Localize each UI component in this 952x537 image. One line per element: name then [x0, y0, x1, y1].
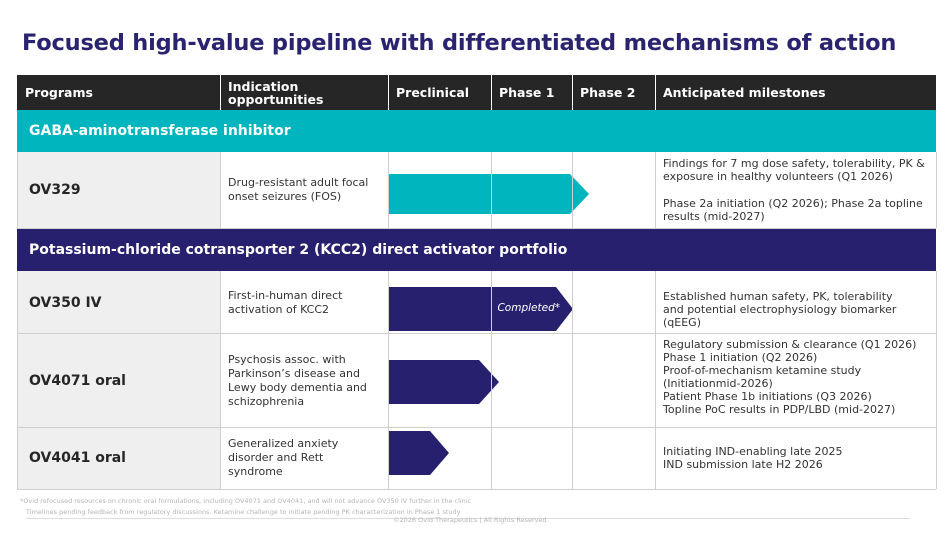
column-divider	[572, 271, 573, 489]
section-kcc2: Potassium-chloride cotransporter 2 (KCC2…	[17, 229, 936, 271]
header-preclinical: Preclinical	[396, 85, 470, 100]
column-divider	[220, 152, 221, 228]
program-ov329: OV329	[17, 152, 220, 228]
program-ov4071: OV4071 oral	[17, 334, 220, 427]
milestone-item: Proof-of-mechanism ketamine study (Initi…	[663, 364, 862, 390]
header-milestones: Anticipated milestones	[663, 85, 826, 100]
phase-bar-ov4071	[388, 360, 499, 404]
milestones-ov4071: Regulatory submission & clearance (Q1 20…	[655, 338, 925, 416]
section-gaba: GABA-aminotransferase inhibitor	[17, 110, 936, 152]
milestone-item: IND submission late H2 2026	[663, 458, 823, 471]
column-divider	[655, 152, 656, 228]
table-header: Programs Indication opportunities Precli…	[17, 75, 936, 110]
milestone-item: Phase 1 initiation (Q2 2026)	[663, 351, 818, 364]
column-divider	[220, 271, 221, 489]
copyright: ©2026 Ovid Therapeutics | All Rights Res…	[393, 516, 547, 524]
completed-label: Completed*	[497, 302, 560, 314]
milestones-ov350: Established human safety, PK, tolerabili…	[655, 290, 915, 329]
column-divider	[491, 152, 492, 228]
milestones-ov4041: Initiating IND-enabling late 2025 IND su…	[655, 445, 925, 471]
indication-ov4041: Generalized anxiety disorder and Rett sy…	[228, 437, 339, 478]
phase-bar-ov4041	[388, 431, 449, 475]
column-divider	[936, 152, 937, 228]
footnote-1: *Ovid refocused resources on chronic ora…	[20, 497, 472, 505]
milestone-item: Regulatory submission & clearance (Q1 20…	[663, 338, 917, 351]
footnote-2: Timelines pending feedback from regulato…	[26, 508, 461, 516]
column-divider	[655, 271, 656, 489]
milestone-item: Findings for 7 mg dose safety, tolerabil…	[663, 157, 925, 183]
milestone-item: Patient Phase 1b initiations (Q3 2026)	[663, 390, 872, 403]
milestones-ov329: Findings for 7 mg dose safety, tolerabil…	[655, 157, 925, 223]
indication-ov4071: Psychosis assoc. with Parkinson’s diseas…	[228, 352, 367, 408]
header-indication: Indication opportunities	[228, 78, 324, 107]
column-divider	[388, 271, 389, 489]
column-divider	[17, 271, 18, 489]
footer-rule	[26, 518, 910, 519]
milestone-item: Phase 2a initiation (Q2 2026); Phase 2a …	[663, 197, 923, 223]
phase-bar-ov350	[388, 287, 573, 331]
phase-bar-ov329	[388, 174, 589, 214]
indication-ov350: First-in-human direct activation of KCC2	[228, 288, 343, 316]
row-divider	[17, 489, 936, 490]
header-programs: Programs	[25, 85, 93, 100]
column-divider	[572, 152, 573, 228]
column-divider	[17, 152, 18, 228]
milestone-item: Topline PoC results in PDP/LBD (mid-2027…	[663, 403, 896, 416]
indication-ov329: Drug-resistant adult focal onset seizure…	[228, 176, 369, 203]
program-ov350: OV350 IV	[17, 271, 220, 334]
milestone-item: Initiating IND-enabling late 2025	[663, 445, 843, 458]
program-ov4041: OV4041 oral	[17, 427, 220, 489]
header-phase1: Phase 1	[499, 85, 555, 100]
column-divider	[936, 271, 937, 489]
row-divider	[17, 427, 936, 428]
page-title: Focused high-value pipeline with differe…	[22, 30, 897, 56]
milestone-item: Established human safety, PK, tolerabili…	[663, 290, 897, 329]
row-divider	[17, 333, 936, 334]
header-phase2: Phase 2	[580, 85, 636, 100]
column-divider	[491, 271, 492, 489]
column-divider	[388, 152, 389, 228]
row-divider	[17, 228, 936, 229]
